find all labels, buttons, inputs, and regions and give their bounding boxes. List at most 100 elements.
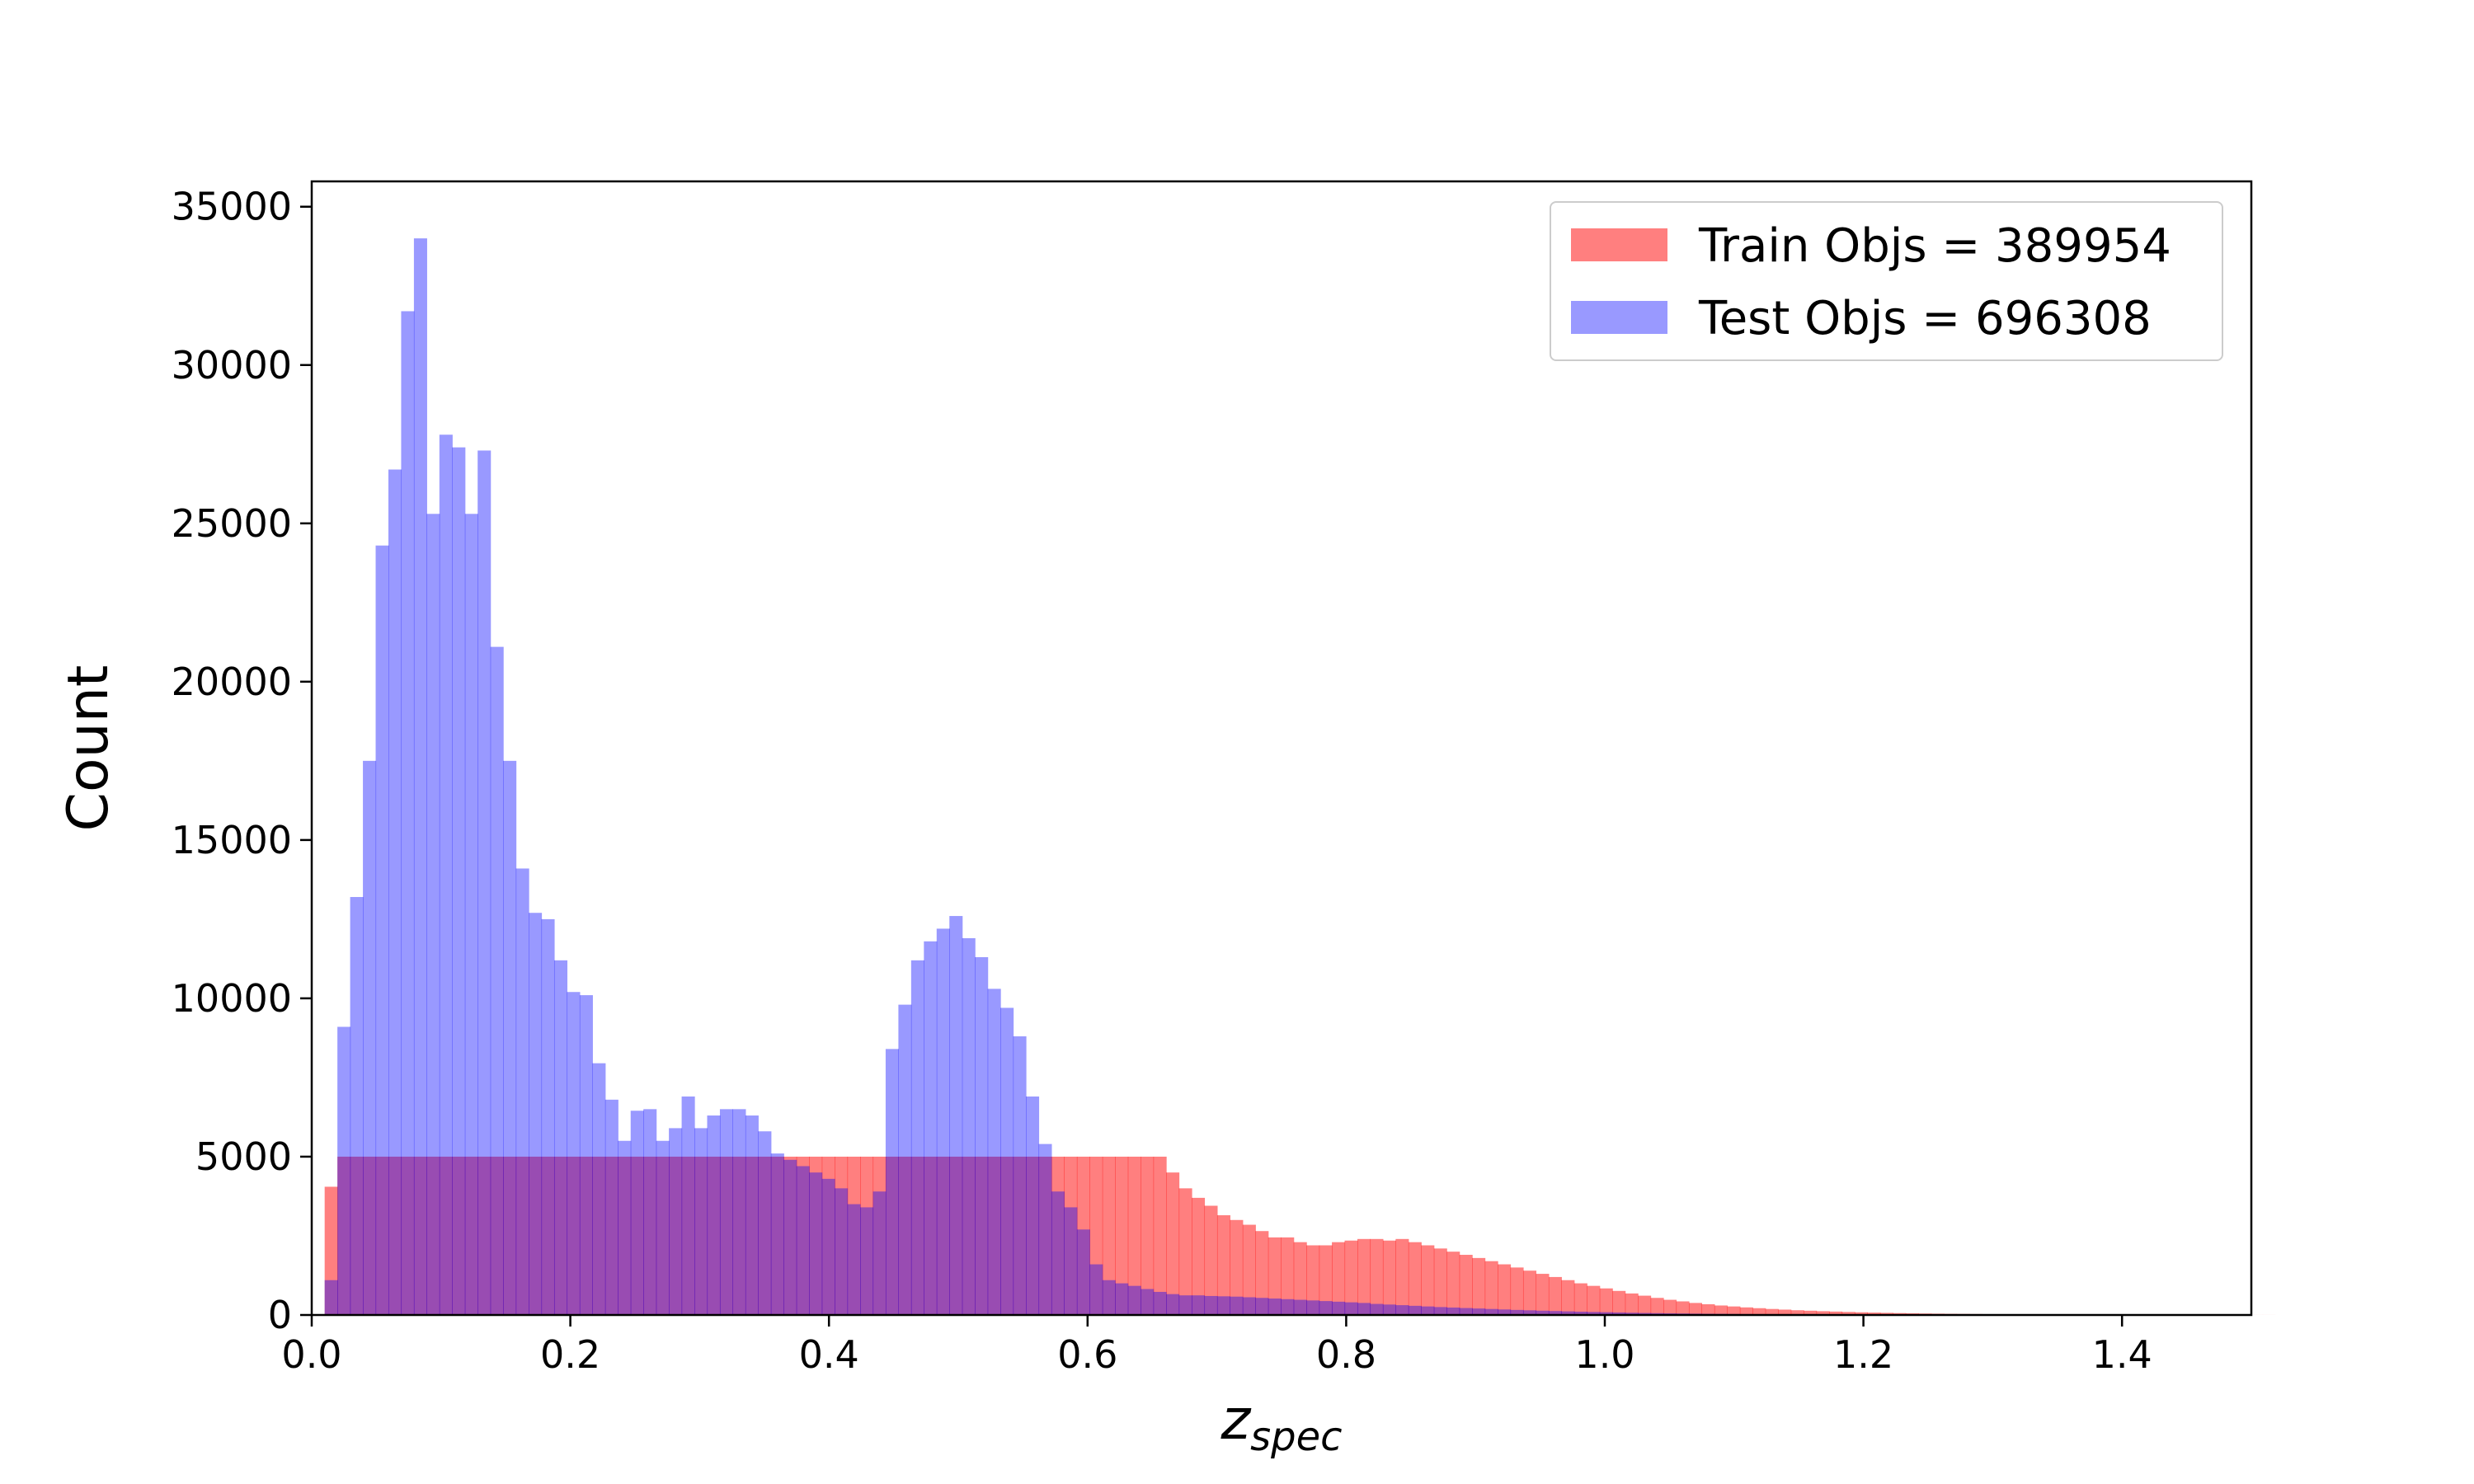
histogram-bar (1612, 1290, 1626, 1315)
histogram-bar (1115, 1283, 1129, 1315)
histogram-bar (1319, 1245, 1333, 1315)
histogram-bar (885, 1156, 900, 1315)
histogram-bar (579, 1156, 593, 1315)
histogram-bar (1089, 1156, 1103, 1315)
x-tick-label: 0.2 (540, 1332, 600, 1377)
histogram-bar (770, 1156, 784, 1315)
x-axis-ticks: 0.0 0.2 0.4 0.6 0.8 1.0 1.2 1.4 (281, 1315, 2152, 1377)
histogram-bar (949, 916, 963, 1315)
histogram-bar (1319, 1301, 1333, 1315)
x-axis-label: zspec (1220, 1388, 1342, 1460)
histogram-bar (1370, 1238, 1384, 1315)
histogram-bar (1790, 1310, 1804, 1315)
histogram-bar (1625, 1293, 1639, 1315)
histogram-bar (1102, 1156, 1116, 1315)
histogram-bar (350, 897, 364, 1315)
histogram-bar (375, 1156, 389, 1315)
histogram-bar (337, 1156, 351, 1315)
histogram-bar (324, 1186, 338, 1315)
y-axis-label: Count (56, 665, 121, 832)
histogram-bar (1395, 1305, 1409, 1315)
histogram-bar (1573, 1311, 1587, 1315)
x-axis-label-subscript: spec (1250, 1414, 1342, 1460)
histogram-bar (1638, 1295, 1652, 1315)
histogram-bar (350, 1156, 364, 1315)
histogram-bar (1216, 1296, 1230, 1315)
histogram-bar (363, 760, 377, 1315)
histogram-bar (962, 937, 976, 1315)
histogram-bar (910, 960, 924, 1315)
histogram-bar (515, 868, 529, 1315)
histogram-bar (1395, 1238, 1409, 1315)
histogram-bar (1127, 1285, 1141, 1315)
histogram-bar (1599, 1312, 1613, 1315)
histogram-bar (885, 1049, 900, 1315)
histogram-bar (1599, 1288, 1613, 1315)
histogram-bar (1446, 1307, 1460, 1315)
histogram-bar (604, 1156, 618, 1315)
histogram-bar (618, 1156, 632, 1315)
histogram-bar (1038, 1156, 1052, 1315)
histogram-bar (732, 1156, 746, 1315)
histogram-bar (529, 913, 543, 1315)
y-tick-label: 20000 (172, 660, 292, 704)
histogram-bar (835, 1188, 849, 1315)
histogram-bar (1089, 1264, 1103, 1315)
histogram-bar (439, 1156, 453, 1315)
histogram-bar (1561, 1280, 1575, 1315)
x-axis-label-main: z (1220, 1388, 1251, 1453)
histogram-bar (1255, 1231, 1269, 1315)
histogram-bar (1076, 1156, 1090, 1315)
legend-swatch-test (1571, 301, 1667, 334)
histogram-bar (1127, 1156, 1141, 1315)
histogram-bar (1459, 1308, 1473, 1315)
histogram-bar (1370, 1303, 1384, 1315)
histogram-bar (401, 1156, 415, 1315)
plot-frame (310, 180, 2253, 1317)
histogram-bar (1650, 1298, 1664, 1315)
histogram-bar (1204, 1205, 1218, 1315)
histogram-bar (1153, 1156, 1167, 1315)
histogram-bar (1026, 1096, 1040, 1315)
histogram-bar (363, 1156, 377, 1315)
histogram-bar (1433, 1307, 1447, 1315)
histogram-bar (669, 1128, 683, 1315)
histogram-bar (477, 1156, 492, 1315)
histogram-bar (1433, 1248, 1447, 1315)
histogram-bar (1573, 1283, 1587, 1315)
y-tick-label: 15000 (172, 818, 292, 862)
histogram-bar (1141, 1156, 1155, 1315)
histogram-bar (452, 447, 466, 1315)
histogram-bar (464, 514, 478, 1315)
histogram-bar (1829, 1311, 1843, 1315)
histogram-bar (847, 1204, 861, 1315)
histogram-bar (413, 1156, 427, 1315)
histogram-bar (1625, 1313, 1639, 1315)
histogram-bar (401, 311, 415, 1316)
histogram-bar (1408, 1305, 1422, 1315)
histogram-bar (1382, 1240, 1396, 1315)
histogram-bar (872, 1191, 887, 1315)
histogram-bar (375, 545, 389, 1315)
histogram-bar (975, 956, 989, 1315)
histogram-bar (936, 1156, 950, 1315)
histogram-bar (1306, 1245, 1320, 1315)
histogram-bar (1459, 1255, 1473, 1315)
histogram-bar (1268, 1237, 1282, 1315)
histogram-bar (1739, 1307, 1753, 1315)
histogram-bar (847, 1156, 861, 1315)
histogram-bar (1013, 1156, 1027, 1315)
histogram-bar (809, 1172, 823, 1315)
histogram-bar (553, 1156, 568, 1315)
histogram-bar (515, 1156, 529, 1315)
histogram-bar (1242, 1297, 1256, 1315)
histogram-bar (1421, 1306, 1435, 1315)
histogram-bar (745, 1115, 759, 1315)
y-tick-label: 5000 (195, 1134, 292, 1179)
histogram-bar (490, 646, 504, 1315)
histogram-bar (1268, 1298, 1282, 1315)
histogram-bar (1510, 1309, 1524, 1315)
histogram-bar (681, 1096, 695, 1315)
histogram-bar (1421, 1245, 1435, 1315)
histogram-bar (1178, 1188, 1192, 1315)
